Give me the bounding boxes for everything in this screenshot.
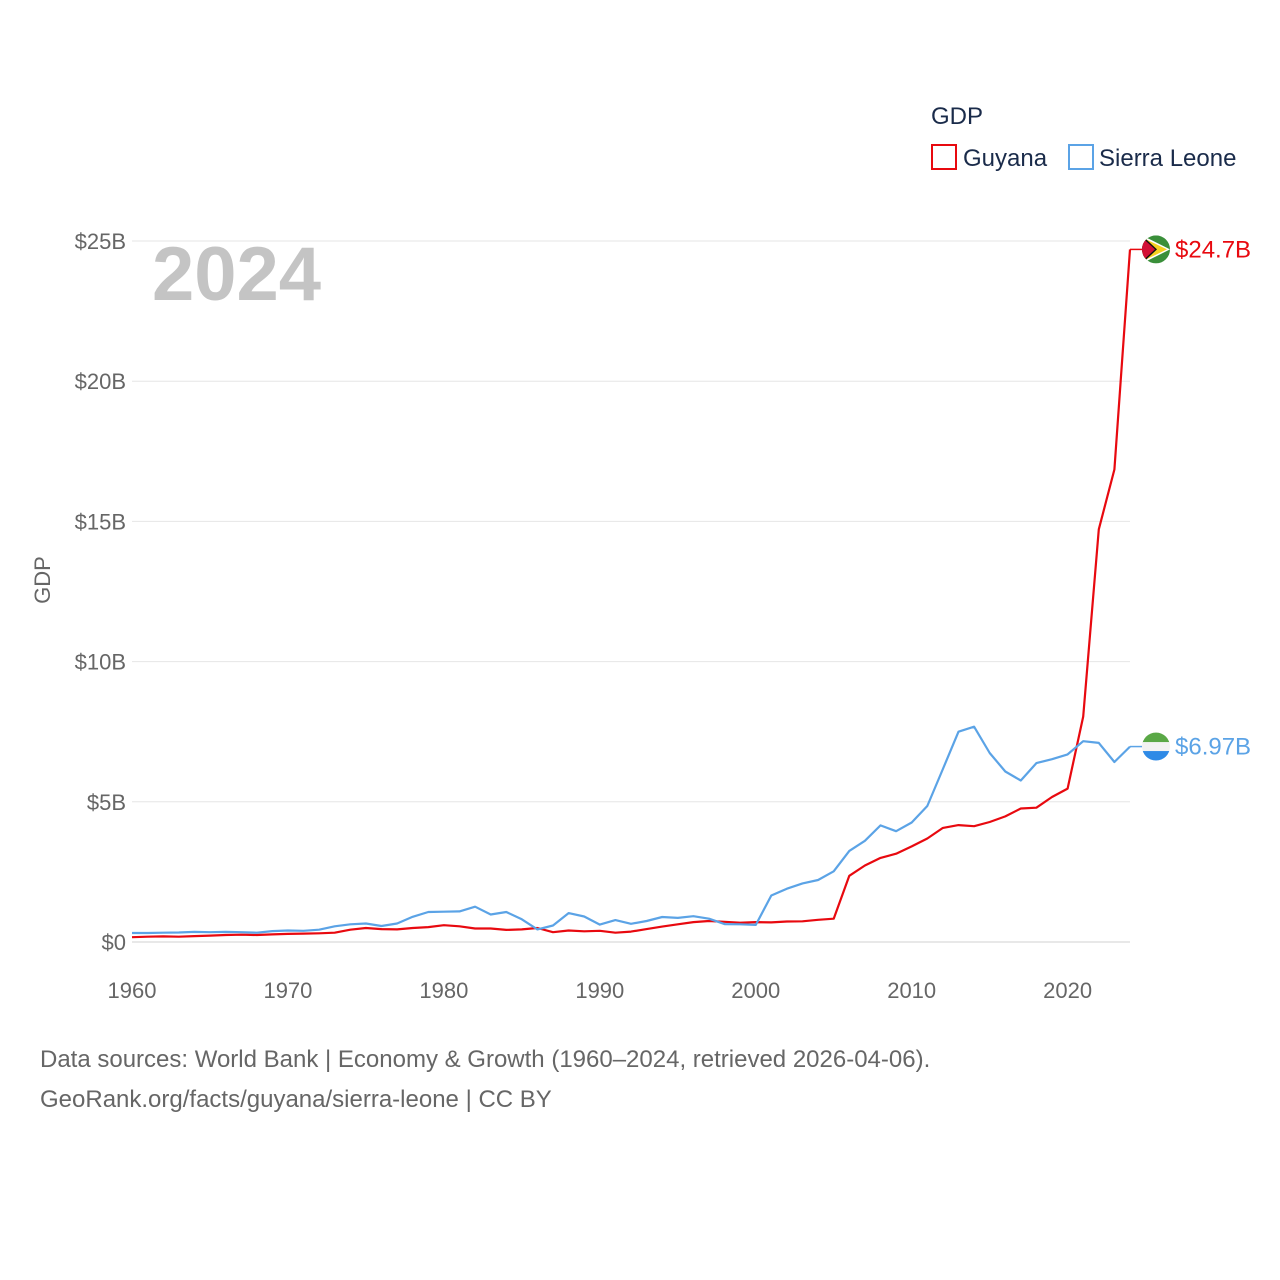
y-tick-label: $5B [87, 790, 126, 815]
legend-swatch-guyana[interactable] [931, 144, 957, 170]
y-tick-label: $15B [75, 509, 126, 534]
year-label: 2024 [152, 232, 321, 317]
x-tick-label: 1990 [575, 978, 624, 1003]
source-note: Data sources: World Bank | Economy & Gro… [40, 1040, 1240, 1120]
legend: GDP Guyana Sierra Leone [931, 103, 1236, 172]
series-line-guyana [131, 249, 1132, 939]
x-tick-label: 2000 [731, 978, 780, 1003]
x-tick-label: 1960 [108, 978, 157, 1003]
legend-title: GDP [931, 103, 983, 130]
flag-icon-sierra-leone [1142, 732, 1170, 761]
source-line-1: Data sources: World Bank | Economy & Gro… [40, 1046, 931, 1073]
x-tick-label: 1970 [263, 978, 312, 1003]
legend-label-sierra-leone[interactable]: Sierra Leone [1099, 145, 1236, 172]
end-label-sierra-leone: $6.97B [1175, 734, 1251, 761]
gridlines [132, 240, 1130, 943]
x-axis-ticks: 1960 1970 1980 1990 2000 2010 2020 [108, 978, 1093, 1003]
end-label-guyana: $24.7B [1175, 236, 1251, 263]
x-tick-label: 2020 [1043, 978, 1092, 1003]
y-axis-ticks: $0 $5B $10B $15B $20B $25B [75, 229, 126, 955]
y-axis-title: GDP [30, 556, 55, 604]
series-line-sierra-leone [132, 725, 1131, 935]
y-tick-label: $0 [102, 930, 126, 955]
flag-icon-guyana [1142, 235, 1170, 264]
series-lines [131, 249, 1132, 939]
y-tick-label: $20B [75, 369, 126, 394]
series-end-markers: $24.7B $6.97B [1130, 235, 1251, 761]
source-line-2: GeoRank.org/facts/guyana/sierra-leone | … [40, 1086, 552, 1113]
x-tick-label: 2010 [887, 978, 936, 1003]
x-tick-label: 1980 [419, 978, 468, 1003]
legend-swatch-sierra-leone[interactable] [1068, 144, 1094, 170]
legend-label-guyana[interactable]: Guyana [963, 145, 1048, 172]
y-tick-label: $10B [75, 650, 126, 675]
y-tick-label: $25B [75, 229, 126, 254]
